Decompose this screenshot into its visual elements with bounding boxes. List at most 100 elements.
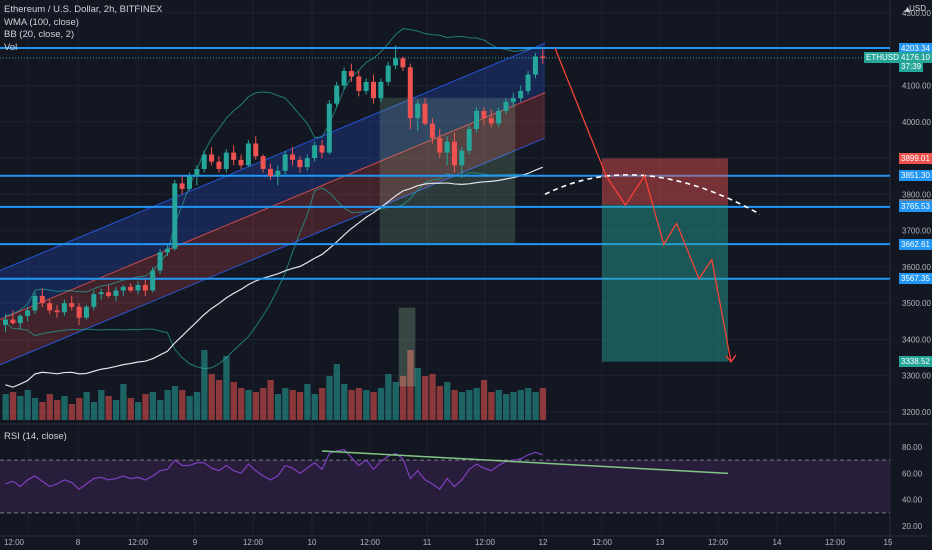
volume-bar bbox=[179, 390, 186, 420]
candle-body bbox=[297, 159, 303, 168]
volume-bar bbox=[458, 392, 466, 420]
volume-bar bbox=[422, 376, 429, 420]
candle-body bbox=[150, 270, 156, 291]
volume-bar bbox=[326, 376, 333, 420]
volume-bar bbox=[289, 390, 296, 420]
rsi-tick-label: 20.00 bbox=[902, 522, 923, 531]
candle-body bbox=[429, 123, 435, 139]
volume-bar bbox=[333, 364, 340, 420]
volume-bar bbox=[171, 386, 179, 420]
candle-body bbox=[223, 152, 229, 169]
symbol-tag: ETHUSD bbox=[864, 52, 901, 64]
price-tag: 3899.01 bbox=[899, 152, 932, 164]
candle-body bbox=[10, 319, 16, 324]
candle-body bbox=[451, 141, 457, 166]
time-tick-label: 12:00 bbox=[475, 538, 496, 547]
volume-bar bbox=[90, 402, 98, 420]
currency-label[interactable]: USD bbox=[909, 4, 926, 13]
candle-body bbox=[3, 319, 8, 325]
candle-body bbox=[91, 294, 97, 307]
candle-body bbox=[32, 295, 38, 311]
volume-bar bbox=[414, 368, 421, 420]
time-tick-label: 12:00 bbox=[128, 538, 149, 547]
candle-body bbox=[54, 310, 60, 313]
candle-body bbox=[98, 292, 104, 295]
candle-body bbox=[179, 183, 185, 189]
price-tag: 3567.35 bbox=[899, 273, 932, 285]
volume-bar bbox=[17, 396, 24, 420]
price-tag: 3765.53 bbox=[899, 201, 932, 213]
time-tick-label: 12:00 bbox=[708, 538, 729, 547]
candle-body bbox=[47, 303, 53, 311]
volume-bar bbox=[215, 380, 223, 420]
volume-bar bbox=[105, 396, 112, 420]
volume-bar bbox=[9, 392, 17, 420]
time-tick-label: 8 bbox=[76, 538, 81, 547]
volume-bar bbox=[407, 350, 414, 420]
candle-body bbox=[488, 118, 494, 124]
candle-body bbox=[275, 170, 281, 177]
time-tick-label: 12:00 bbox=[825, 538, 846, 547]
volume-bar bbox=[157, 400, 164, 420]
candle-body bbox=[25, 310, 31, 316]
volume-bar bbox=[39, 402, 46, 420]
candle-body bbox=[319, 145, 325, 153]
volume-bar bbox=[296, 392, 304, 420]
volume-bar bbox=[260, 388, 267, 420]
volume-bar bbox=[186, 396, 193, 420]
candle-body bbox=[518, 90, 524, 99]
volume-bar bbox=[2, 394, 9, 420]
candle-body bbox=[356, 76, 362, 91]
time-tick-label: 9 bbox=[193, 538, 198, 547]
candle-body bbox=[363, 81, 369, 91]
candle-body bbox=[444, 141, 450, 153]
candle-body bbox=[113, 290, 119, 296]
legend-bb: BB (20, close, 2) bbox=[4, 29, 75, 40]
price-tag: 3662.61 bbox=[899, 238, 932, 250]
price-tick-label: 3700.00 bbox=[902, 227, 931, 236]
short-target-zone bbox=[602, 204, 728, 362]
volume-bar bbox=[480, 380, 488, 420]
lower-channel bbox=[0, 92, 545, 365]
candle-body bbox=[142, 285, 148, 291]
candle-body bbox=[253, 143, 259, 157]
candle-body bbox=[378, 81, 384, 99]
wma-line bbox=[5, 166, 544, 388]
volume-bar bbox=[68, 404, 76, 420]
time-tick-label: 12:00 bbox=[360, 538, 381, 547]
volume-bar bbox=[532, 392, 539, 420]
volume-bar bbox=[488, 392, 495, 420]
volume-bar bbox=[127, 398, 134, 420]
channel-top-line bbox=[0, 42, 546, 271]
price-tag: 3338.52 bbox=[899, 356, 932, 368]
volume-bar bbox=[539, 388, 547, 420]
candle-body bbox=[496, 110, 502, 124]
rsi-divergence-line bbox=[321, 450, 729, 475]
volume-bar bbox=[363, 390, 370, 420]
volume-bar bbox=[436, 386, 444, 420]
projection-arrowhead bbox=[725, 354, 737, 363]
candle-body bbox=[503, 101, 509, 111]
candle-body bbox=[341, 70, 347, 86]
volume-bar bbox=[267, 380, 274, 420]
time-tick-label: 12:00 bbox=[592, 538, 613, 547]
bb-upper bbox=[5, 28, 543, 317]
expand-icon[interactable]: ▴ bbox=[904, 4, 910, 15]
volume-bar bbox=[399, 376, 407, 420]
volume-bar bbox=[473, 388, 480, 420]
candle-body bbox=[282, 154, 288, 171]
candle-body bbox=[231, 152, 237, 160]
candle-body bbox=[120, 286, 126, 291]
candle-body bbox=[326, 103, 332, 153]
price-tick-label: 4000.00 bbox=[902, 118, 931, 127]
time-tick-label: 12:00 bbox=[4, 538, 25, 547]
candle-body bbox=[201, 154, 207, 169]
volume-bar bbox=[134, 402, 142, 420]
time-tick-label: 12 bbox=[539, 538, 548, 547]
candle-body bbox=[172, 183, 178, 249]
legend-wma: WMA (100, close) bbox=[4, 16, 79, 28]
candle-body bbox=[385, 65, 391, 82]
volume-bar bbox=[201, 350, 208, 420]
price-tick-label: 4100.00 bbox=[902, 81, 931, 90]
